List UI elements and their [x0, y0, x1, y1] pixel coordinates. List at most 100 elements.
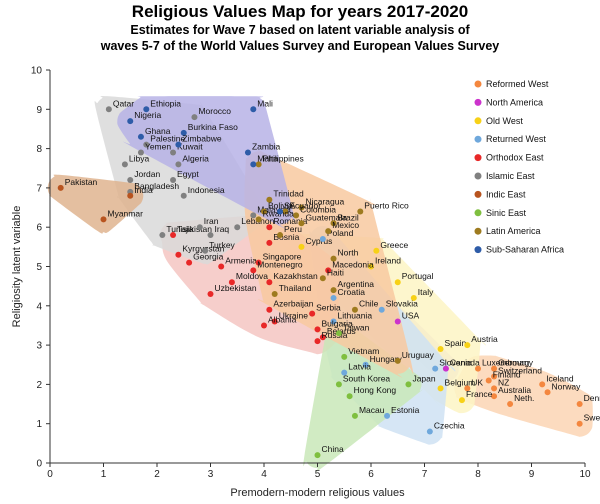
point-label-libya: Libya: [129, 153, 150, 163]
point-bosnia: [266, 239, 273, 246]
point-croatia: [330, 294, 337, 301]
point-label-austria: Austria: [471, 334, 498, 344]
legend-marker-old-west: [474, 117, 482, 125]
point-thailand: [271, 291, 278, 298]
point-label-qatar: Qatar: [113, 98, 134, 108]
x-tick-label: 6: [368, 469, 374, 480]
legend: Reformed West North America Old West Return…: [474, 79, 564, 255]
point-label-mexico: Mexico: [332, 220, 359, 230]
chart-subtitle-line-2: waves 5-7 of the World Values Survey and…: [100, 39, 500, 53]
point-trinidad: [266, 196, 273, 203]
legend-label-north-america: North America: [486, 97, 543, 107]
point-morocco: [191, 114, 198, 121]
point-egypt: [170, 177, 177, 184]
point-label-australia: Australia: [498, 385, 531, 395]
point-label-france: France: [466, 389, 493, 399]
point-montenegro: [250, 267, 257, 274]
point-bolivia: [261, 208, 267, 215]
point-label-pakistan: Pakistan: [65, 177, 98, 187]
point-jordan: [127, 177, 134, 184]
point-kazakhstan: [266, 279, 273, 286]
point-label-switzerland: Switzerland: [498, 366, 542, 376]
legend-marker-indic-east: [474, 190, 482, 198]
y-tick-label: 4: [36, 301, 42, 312]
y-tick-label: 1: [36, 419, 42, 430]
point-label-yemen: Yemen: [145, 142, 171, 152]
point-armenia: [218, 263, 225, 270]
point-rwanda: [255, 216, 262, 223]
point-label-sweden: Sweden: [584, 413, 600, 423]
point-label-india: India: [134, 185, 153, 195]
point-label-russia: Russia: [322, 330, 348, 340]
legend-marker-islamic-east: [474, 172, 482, 180]
region-reformed-west: [454, 355, 593, 438]
point-label-denmark: Denmark: [584, 393, 600, 403]
x-tick-label: 4: [261, 469, 267, 480]
point-label-italy: Italy: [418, 287, 434, 297]
point-north: [330, 255, 337, 262]
point-finland: [485, 377, 492, 384]
point-nicaragua: [298, 204, 305, 211]
point-label-brazil: Brazil: [338, 212, 359, 222]
point-japan: [405, 381, 412, 388]
point-spain: [437, 346, 444, 353]
point-label-croatia: Croatia: [338, 287, 366, 297]
point-label-portugal: Portugal: [402, 271, 434, 281]
point-cyprus: [298, 243, 305, 250]
legend-label-sinic-east: Sinic East: [486, 208, 527, 218]
point-macau: [351, 412, 358, 419]
point-argentina: [330, 287, 337, 294]
x-tick-label: 10: [579, 469, 591, 480]
point-label-haiti: Haiti: [327, 267, 344, 277]
point-poland: [319, 235, 326, 242]
point-label-poland: Poland: [327, 228, 354, 238]
point-label-peru: Peru: [284, 224, 302, 234]
point-colombia: [293, 212, 300, 219]
point-label-uruguay: Uruguay: [402, 350, 435, 360]
point-label-montenegro: Montenegro: [257, 259, 303, 269]
point-malaysia: [250, 212, 257, 219]
point-label-burkina-faso: Burkina Faso: [188, 122, 238, 132]
x-tick-label: 8: [475, 469, 481, 480]
point-haiti: [319, 275, 326, 282]
legend-label-reformed-west: Reformed West: [486, 79, 549, 89]
point-turkey: [202, 247, 209, 254]
point-label-slovakia: Slovakia: [386, 299, 418, 309]
point-label-finland: Finland: [493, 369, 521, 379]
point-label-argentina: Argentina: [338, 279, 375, 289]
point-bulgaria: [314, 326, 321, 333]
point-mexico: [325, 228, 332, 235]
point-label-azerbaijan: Azerbaijan: [273, 299, 313, 309]
point-philippines: [255, 161, 262, 168]
point-label-vietnam: Vietnam: [348, 346, 379, 356]
point-label-bolivia: Bolivia: [268, 200, 293, 210]
point-label-ireland: Ireland: [375, 256, 401, 266]
y-tick-label: 7: [36, 183, 42, 194]
point-kyrgyzstan: [175, 251, 182, 258]
x-tick-label: 3: [208, 469, 214, 480]
point-label-chile: Chile: [359, 299, 379, 309]
legend-marker-north-america: [474, 98, 482, 106]
point-label-malta: Malta: [257, 153, 278, 163]
point-label-serbia: Serbia: [316, 303, 341, 313]
point-label-japan: Japan: [412, 373, 435, 383]
point-china: [314, 452, 321, 459]
point-label-malaysia: Malaysia: [257, 204, 291, 214]
point-switzerland: [491, 373, 498, 380]
point-slovakia: [378, 306, 385, 313]
point-label-armenia: Armenia: [225, 256, 257, 266]
point-label-mali: Mali: [257, 98, 273, 108]
data-points: GermanyLuxembourgSwitzerlandFinlandNZAus…: [57, 98, 600, 459]
point-label-greece: Greece: [380, 240, 408, 250]
point-label-nz: NZ: [498, 377, 509, 387]
point-myanmar: [100, 216, 107, 223]
point-label-czechia: Czechia: [434, 421, 465, 431]
point-tajikistan: [170, 232, 177, 239]
point-portugal: [394, 279, 401, 286]
point-label-tunisia: Tunisia: [166, 224, 193, 234]
point-guatemala: [298, 220, 305, 227]
y-tick-label: 6: [36, 223, 42, 234]
point-label-ethiopia: Ethiopia: [150, 98, 181, 108]
point-belgium: [437, 385, 444, 392]
y-tick-label: 2: [36, 380, 42, 391]
